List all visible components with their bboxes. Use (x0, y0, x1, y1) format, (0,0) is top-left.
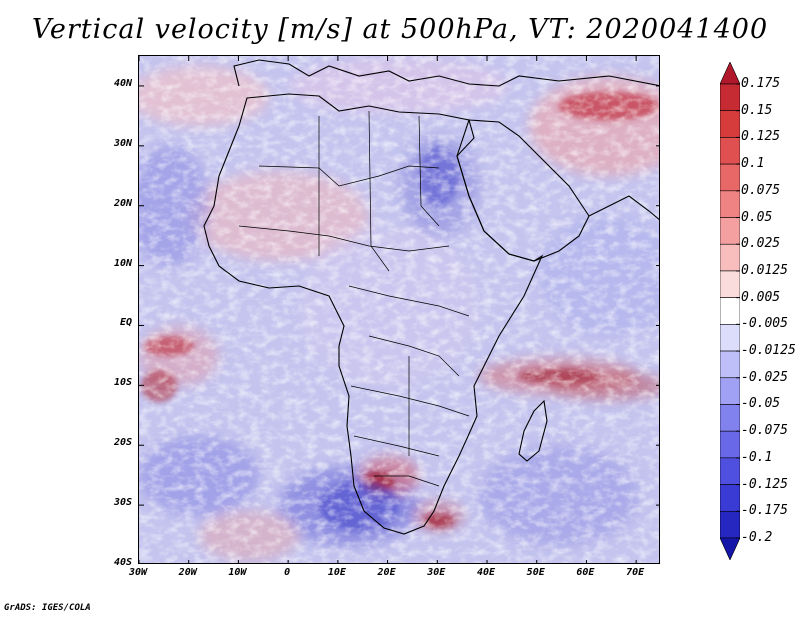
lon-label: 70E (626, 567, 645, 578)
border (374, 475, 440, 487)
lon-label: 20E (377, 567, 396, 578)
africa-coast (203, 93, 544, 535)
lat-label: 20N (113, 197, 132, 209)
lon-label: 60E (576, 567, 595, 578)
colorbar-label: -0.1 (741, 449, 773, 465)
border (258, 165, 440, 187)
lat-label: EQ (119, 317, 132, 329)
colorbar-swatch (720, 270, 740, 298)
lat-label: 20S (113, 437, 132, 449)
colorbar-label: 0.1 (741, 156, 765, 172)
colorbar-swatch (720, 457, 740, 485)
colorbar-label: -0.125 (741, 476, 788, 492)
lon-label: 0 (284, 567, 291, 578)
colorbar-swatch (720, 404, 740, 432)
colorbar-swatch (720, 62, 740, 85)
velocity-field (139, 56, 659, 563)
colorbar-label: 0.0125 (741, 262, 788, 278)
colorbar-swatch (720, 350, 740, 379)
asia-coast (588, 195, 659, 221)
lat-label: 40N (113, 77, 132, 89)
colorbar-swatch (720, 137, 740, 165)
colorbar-swatch (720, 243, 740, 272)
axis-ticks (139, 56, 659, 563)
lon-label: 50E (526, 567, 545, 578)
colorbar-label: -0.175 (741, 503, 788, 519)
colorbar-swatch (720, 484, 740, 512)
colorbar-label: -0.005 (741, 316, 788, 332)
border (348, 285, 470, 317)
border (238, 225, 450, 252)
colorbar-label: 0.05 (741, 209, 773, 225)
colorbar-swatch (720, 163, 740, 192)
colorbar (720, 62, 740, 560)
lat-label: 10N (113, 257, 132, 269)
border (418, 115, 440, 227)
lon-label: 30E (427, 567, 446, 578)
colorbar-label: -0.025 (741, 369, 788, 385)
lat-label: 30N (113, 137, 132, 149)
colorbar-swatch (720, 217, 740, 245)
field-texture (139, 56, 659, 563)
border (350, 385, 470, 417)
lat-label: 30S (113, 497, 132, 509)
border (368, 335, 460, 377)
coastlines (203, 59, 659, 535)
colorbar-label: 0.005 (741, 289, 781, 305)
colorbar-label: -0.075 (741, 423, 788, 439)
lon-label: 30W (128, 567, 148, 578)
colorbar-label: 0.075 (741, 182, 781, 198)
map-panel (138, 55, 660, 564)
colorbar-swatch (720, 190, 740, 218)
lon-label: 10E (327, 567, 346, 578)
grads-credit: GrADS: IGES/COLA (4, 603, 91, 613)
map-title: Vertical velocity [m/s] at 500hPa, VT: 2… (31, 14, 769, 45)
lon-label: 40E (476, 567, 496, 578)
colorbar-label: -0.0125 (741, 343, 796, 359)
lat-label: 10S (113, 377, 132, 389)
colorbar-swatch (720, 110, 740, 138)
colorbar-swatch (720, 430, 740, 459)
colorbar-label: 0.025 (741, 236, 781, 252)
lon-label: 10W (228, 567, 247, 578)
colorbar-label: -0.05 (741, 396, 781, 412)
lon-label: 20W (178, 567, 197, 578)
colorbar-label: 0.125 (741, 129, 781, 145)
colorbar-swatch (720, 377, 740, 405)
colorbar-swatch (720, 297, 740, 325)
europe-coast (233, 59, 659, 87)
colorbar-label: 0.15 (741, 102, 773, 118)
colorbar-label: -0.2 (741, 530, 773, 545)
lat-label: 40S (113, 557, 132, 568)
colorbar-swatch (720, 83, 740, 112)
colorbar-swatch (720, 324, 740, 352)
colorbar-label: 0.175 (741, 76, 781, 91)
madagascar-coast (518, 399, 548, 462)
arabia-coast (456, 119, 590, 262)
country-borders (238, 110, 470, 487)
border (353, 435, 440, 457)
colorbar-swatch (720, 510, 740, 539)
colorbar-swatch (720, 537, 740, 560)
